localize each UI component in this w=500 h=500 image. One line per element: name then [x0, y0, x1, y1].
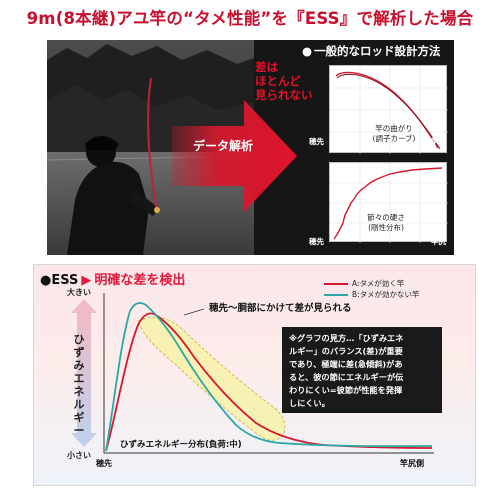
panel2-x-start: 穂先 — [309, 237, 324, 246]
legend-item-b: B:タメが効かない竿 — [324, 289, 419, 300]
energy-chart — [71, 293, 434, 454]
y-top-label: 大きい — [67, 288, 91, 297]
ess-section: ●ESS ▶ 明確な差を検出 A:タメが効く竿 B:タメが効かない竿 大きい 小さい… — [33, 264, 476, 486]
page-title: 9m(8本継)アユ竿の“タメ性能”を『ESS』で解析した場合 — [26, 9, 474, 28]
stiffness-chart — [330, 163, 448, 243]
legend-item-a: A:タメが効く竿 — [324, 278, 419, 289]
analysis-arrow-label: データ解析 — [193, 139, 254, 153]
panel1-x-end: 竿尻 — [431, 137, 446, 146]
stiffness-panel: 節々の硬さ (剛性分布) — [329, 162, 448, 243]
bend-curve-b — [336, 73, 441, 150]
x-axis-label: ひずみエネルギー分布(負荷:中) — [120, 440, 242, 450]
no-difference-note: 差は ほとんど 見られない — [255, 60, 313, 102]
curve-b — [105, 302, 433, 452]
y-bottom-label: 小さい — [67, 451, 91, 460]
callout-leader — [183, 308, 205, 316]
y-axis-label: ひずみエネルギー — [73, 333, 85, 437]
legend-swatch-a — [324, 282, 348, 285]
ess-heading: ●ESS ▶ 明確な差を検出 — [40, 269, 185, 288]
bend-curve-panel: 竿の曲がり (調子カーブ) — [329, 65, 448, 154]
stiffness-curve — [333, 167, 443, 240]
ess-subtitle: 明確な差を検出 — [94, 273, 186, 288]
legend-swatch-b — [324, 293, 348, 296]
stiffness-caption: 節々の硬さ — [367, 213, 405, 222]
x-start-label: 穂先 — [96, 459, 112, 468]
reading-guide-note: ※グラフの見方…「ひずみエネ ルギー」のバランス(差)が重要 であり、極端に差(… — [282, 327, 442, 413]
x-end-label: 竿尻側 — [400, 459, 424, 468]
analysis-arrow — [172, 100, 297, 212]
general-method-heading: ● 一般的なロッド設計方法 — [302, 44, 441, 58]
bend-curve-chart — [330, 66, 448, 154]
bend-caption-sub: (調子カーブ) — [372, 134, 416, 143]
legend: A:タメが効く竿 B:タメが効かない竿 — [324, 278, 419, 300]
top-section: データ解析 ● 一般的なロッド設計方法 竿の曲がり (調子カーブ) 穂先 竿尻 — [47, 40, 454, 255]
ess-arrow-icon: ▶ — [81, 273, 92, 288]
panel1-x-start: 穂先 — [309, 137, 324, 146]
y-axis-arrow — [71, 299, 97, 447]
stiffness-caption-sub: (剛性分布) — [368, 223, 404, 232]
bend-caption: 竿の曲がり — [375, 124, 413, 133]
ess-label: ●ESS — [40, 273, 79, 288]
panel2-x-end: 竿尻 — [431, 237, 446, 246]
difference-callout: 穂先〜胴部にかけて差が見られる — [209, 303, 352, 314]
